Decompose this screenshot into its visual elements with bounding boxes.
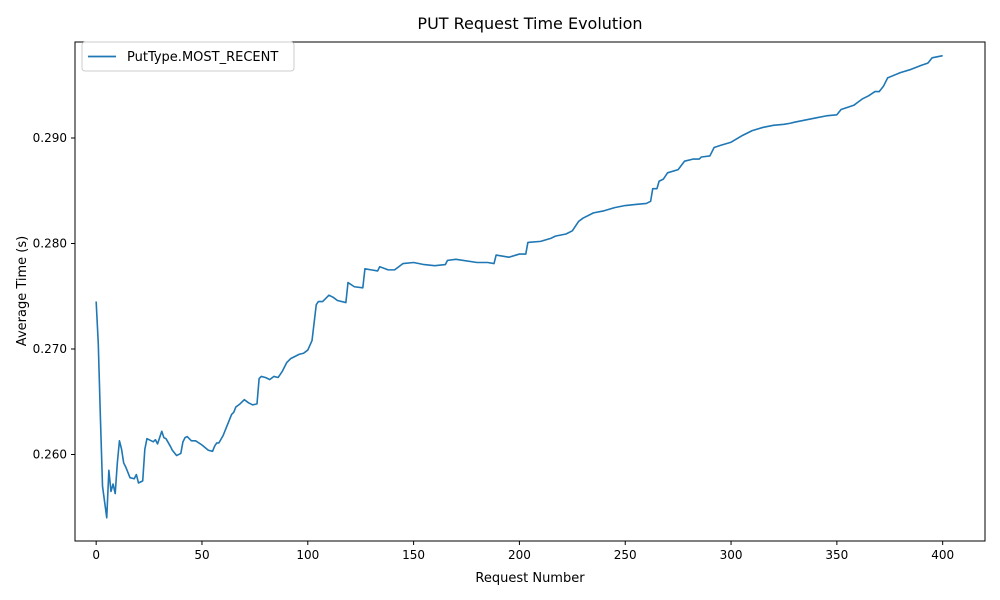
legend-label: PutType.MOST_RECENT: [127, 50, 278, 65]
x-tick-label: 0: [92, 548, 100, 562]
x-tick-label: 400: [931, 548, 954, 562]
x-axis-label: Request Number: [475, 571, 585, 586]
x-tick-label: 150: [402, 548, 425, 562]
legend: PutType.MOST_RECENT: [81, 41, 295, 72]
x-tick-label: 250: [614, 548, 637, 562]
x-tick-label: 100: [296, 548, 319, 562]
x-axis: 0 50 100 150 200 250 300 350 400: [92, 541, 954, 562]
x-tick-label: 200: [508, 548, 531, 562]
x-tick-label: 300: [720, 548, 743, 562]
y-tick-label: 0.270: [33, 342, 67, 356]
y-tick-label: 0.290: [33, 131, 67, 145]
series-line: [95, 54, 943, 519]
y-tick-label: 0.260: [33, 447, 67, 461]
legend-box: [81, 41, 295, 72]
x-tick-label: 50: [194, 548, 209, 562]
y-axis: 0.260 0.270 0.280 0.290: [33, 131, 75, 461]
plot-area: [74, 41, 986, 542]
y-axis-label: Average Time (s): [15, 236, 30, 346]
chart-title: PUT Request Time Evolution: [417, 14, 642, 33]
y-tick-label: 0.280: [33, 236, 67, 250]
x-tick-label: 350: [825, 548, 848, 562]
plot-frame: [74, 41, 986, 542]
